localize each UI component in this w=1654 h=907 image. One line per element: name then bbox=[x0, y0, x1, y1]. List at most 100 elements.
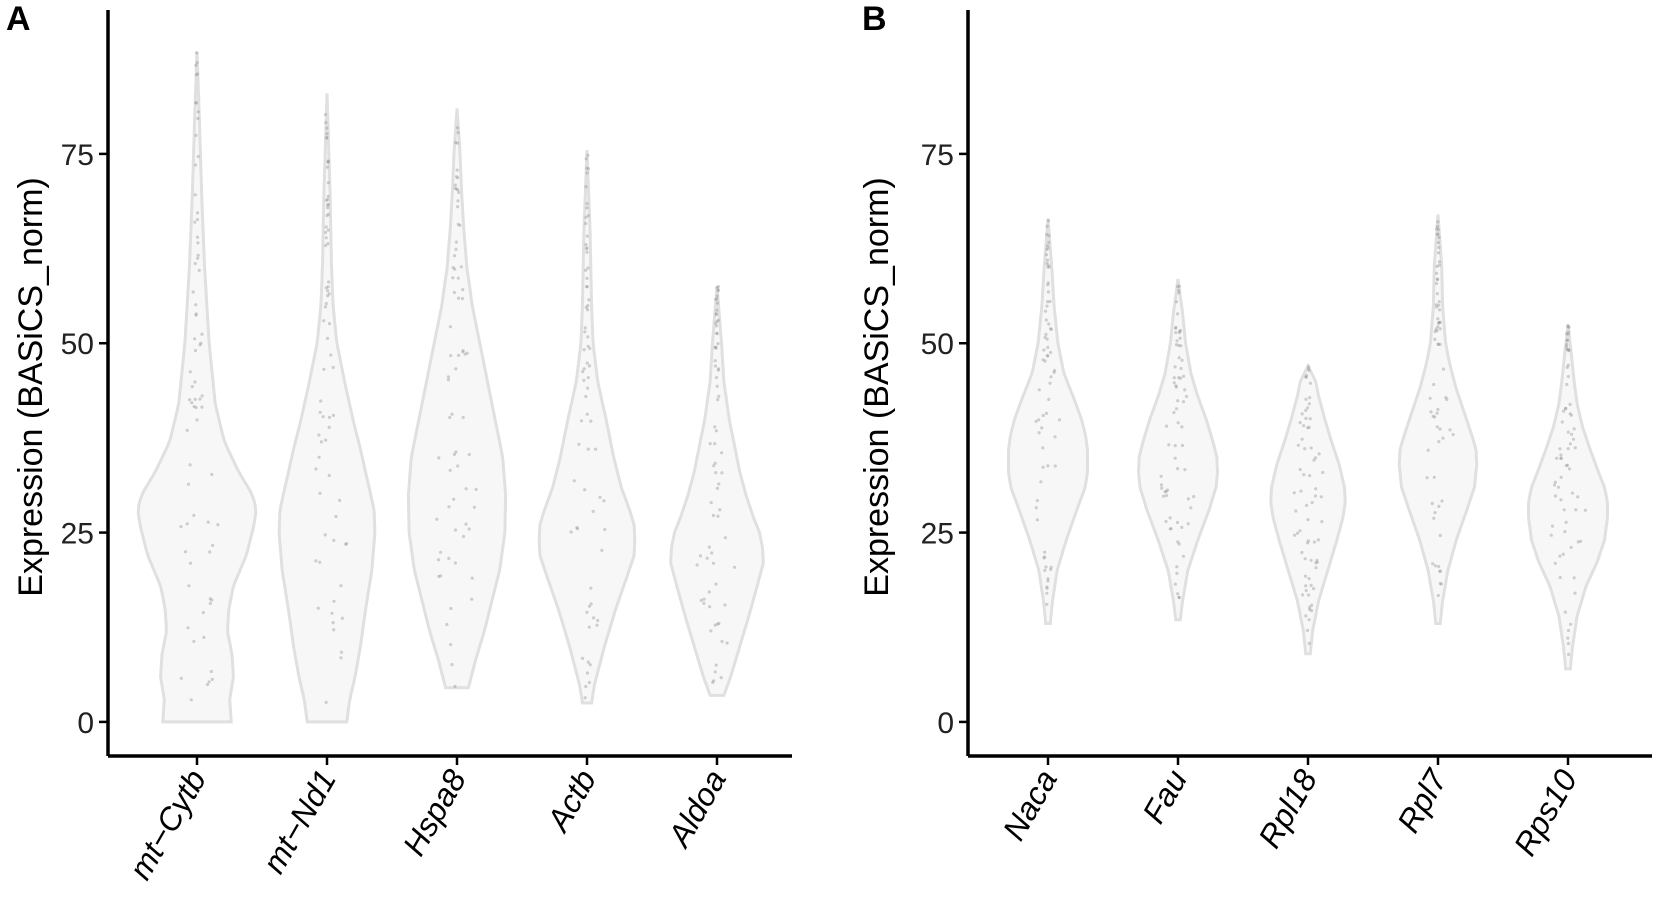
jitter-point bbox=[1046, 219, 1050, 223]
jitter-point bbox=[1437, 321, 1441, 325]
jitter-point bbox=[319, 399, 323, 403]
jitter-point bbox=[1053, 464, 1057, 468]
jitter-point bbox=[195, 61, 199, 65]
y-tick-label: 0 bbox=[77, 707, 94, 740]
panel-b-axes bbox=[966, 10, 1652, 758]
jitter-point bbox=[586, 386, 590, 390]
jitter-point bbox=[1429, 410, 1433, 414]
jitter-point bbox=[1437, 321, 1441, 325]
jitter-point bbox=[193, 193, 197, 197]
jitter-point bbox=[453, 186, 457, 190]
jitter-point bbox=[1563, 530, 1567, 534]
jitter-point bbox=[327, 425, 331, 429]
jitter-point bbox=[598, 495, 602, 499]
jitter-point bbox=[1308, 474, 1312, 478]
jitter-point bbox=[585, 206, 589, 210]
jitter-point bbox=[324, 121, 328, 125]
jitter-point bbox=[1295, 531, 1300, 535]
jitter-point bbox=[196, 253, 200, 257]
jitter-point bbox=[1435, 425, 1439, 429]
jitter-point bbox=[1047, 265, 1051, 269]
jitter-point bbox=[1433, 510, 1437, 515]
jitter-point bbox=[453, 254, 457, 258]
jitter-point bbox=[1047, 240, 1051, 244]
jitter-point bbox=[1057, 418, 1062, 422]
jitter-point bbox=[1159, 474, 1163, 478]
jitter-point bbox=[713, 623, 717, 627]
jitter-point bbox=[325, 136, 329, 140]
jitter-point bbox=[1576, 495, 1580, 499]
jitter-point bbox=[456, 205, 460, 209]
jitter-point bbox=[1049, 375, 1053, 379]
jitter-point bbox=[1569, 622, 1573, 626]
jitter-point bbox=[715, 294, 719, 298]
panel-b-x-tick-labels: Naca Fau Rpl18 Rpl7 Rps10 bbox=[996, 756, 1584, 862]
jitter-point bbox=[715, 384, 719, 388]
jitter-point bbox=[1565, 463, 1569, 467]
jitter-point bbox=[449, 643, 453, 647]
jitter-point bbox=[1438, 342, 1442, 346]
jitter-point bbox=[1189, 506, 1193, 510]
jitter-point bbox=[585, 171, 589, 175]
panel-a-x-tick-labels: mt−Cytb mt−Nd1 Hspa8 Actb Aldoa bbox=[122, 756, 733, 885]
jitter-point bbox=[186, 626, 190, 630]
x-tick-label: Fau bbox=[1135, 763, 1194, 829]
jitter-point bbox=[450, 412, 454, 416]
jitter-point bbox=[1169, 527, 1173, 531]
jitter-point bbox=[1305, 503, 1309, 507]
jitter-point bbox=[584, 684, 588, 689]
jitter-point bbox=[1312, 458, 1316, 462]
jitter-point bbox=[1041, 413, 1045, 418]
jitter-point bbox=[715, 286, 719, 290]
jitter-point bbox=[713, 442, 717, 446]
jitter-point bbox=[196, 72, 200, 76]
jitter-point bbox=[1308, 381, 1312, 385]
jitter-point bbox=[1553, 561, 1557, 565]
jitter-point bbox=[339, 656, 343, 660]
jitter-point bbox=[1552, 483, 1557, 487]
jitter-point bbox=[1564, 520, 1568, 525]
jitter-point bbox=[1045, 300, 1050, 304]
jitter-point bbox=[464, 487, 468, 491]
x-tick-label: mt−Cytb bbox=[122, 764, 213, 886]
jitter-point bbox=[1046, 258, 1050, 262]
jitter-point bbox=[717, 621, 721, 626]
jitter-point bbox=[339, 584, 343, 588]
violin-b-3 bbox=[1397, 214, 1479, 625]
jitter-point bbox=[1184, 394, 1189, 398]
jitter-point bbox=[1570, 491, 1575, 495]
jitter-point bbox=[1565, 332, 1569, 336]
jitter-point bbox=[1437, 320, 1442, 324]
jitter-point bbox=[1572, 427, 1576, 431]
jitter-point bbox=[1175, 339, 1179, 343]
jitter-point bbox=[715, 319, 719, 323]
jitter-point bbox=[1052, 370, 1056, 374]
jitter-point bbox=[1300, 412, 1304, 416]
jitter-point bbox=[586, 214, 590, 218]
jitter-point bbox=[1045, 244, 1050, 248]
jitter-point bbox=[1433, 337, 1437, 341]
jitter-point bbox=[1045, 354, 1049, 358]
jitter-point bbox=[327, 292, 331, 296]
jitter-point bbox=[714, 376, 719, 380]
jitter-point bbox=[1435, 264, 1439, 268]
jitter-point bbox=[314, 559, 318, 563]
violin-a-3 bbox=[537, 150, 637, 705]
jitter-point bbox=[719, 676, 723, 680]
jitter-point bbox=[325, 126, 329, 130]
jitter-point bbox=[452, 452, 456, 456]
jitter-point bbox=[1039, 480, 1043, 484]
jitter-point bbox=[716, 622, 720, 626]
jitter-point bbox=[318, 410, 322, 414]
jitter-point bbox=[1045, 261, 1049, 265]
jitter-point bbox=[1438, 427, 1442, 431]
violin-b-4 bbox=[1527, 324, 1609, 671]
jitter-point bbox=[474, 487, 478, 491]
jitter-point bbox=[1178, 329, 1182, 333]
jitter-point bbox=[1180, 358, 1184, 362]
jitter-point bbox=[714, 297, 718, 302]
jitter-point bbox=[1181, 554, 1186, 558]
jitter-point bbox=[1312, 540, 1316, 544]
jitter-point bbox=[191, 290, 195, 294]
jitter-point bbox=[470, 576, 474, 580]
